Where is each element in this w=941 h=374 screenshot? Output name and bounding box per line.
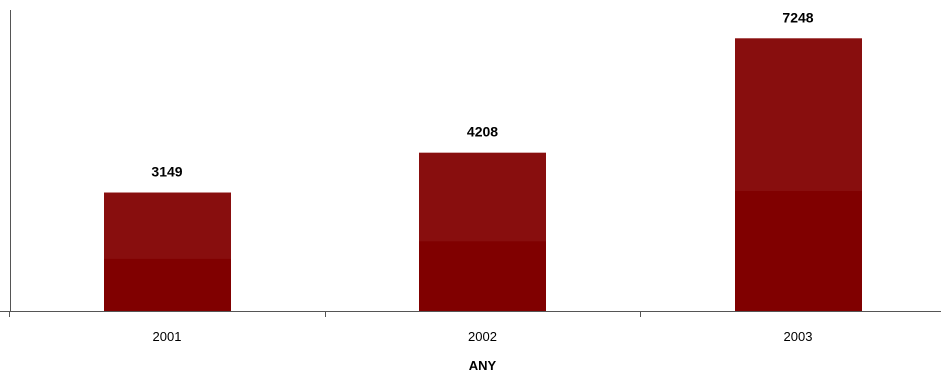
bar-shade-2002 — [419, 241, 546, 311]
bar-shade-2001 — [104, 258, 231, 311]
x-tick-label-2003: 2003 — [784, 329, 813, 344]
chart-axes — [0, 10, 941, 317]
x-axis-title: ANY — [469, 358, 497, 373]
x-tick-label-2002: 2002 — [468, 329, 497, 344]
data-label-2002: 4208 — [467, 124, 498, 140]
bar-shade-2003 — [735, 191, 862, 311]
x-tick-label-2001: 2001 — [153, 329, 182, 344]
labels-group: 3149 2001 4208 2002 7248 2003 — [151, 9, 813, 344]
bars-group — [104, 38, 862, 311]
data-label-2003: 7248 — [782, 9, 813, 25]
data-label-2001: 3149 — [151, 164, 182, 180]
